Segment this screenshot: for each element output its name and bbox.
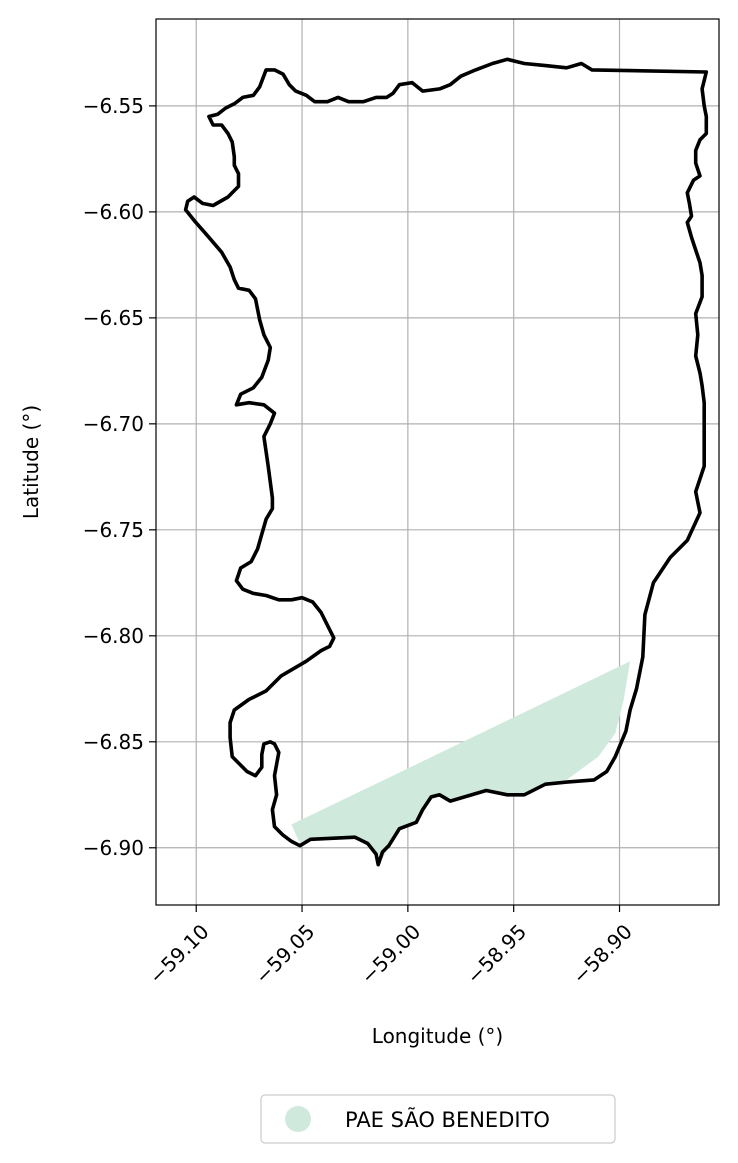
y-tick-label-7: −6.90 xyxy=(83,836,144,860)
map-layers xyxy=(183,57,709,867)
y-tick-label-3: −6.70 xyxy=(83,412,144,436)
x-tick-label-4: −58.90 xyxy=(568,919,637,988)
legend-box xyxy=(260,1094,616,1144)
y-axis-label: Latitude (°) xyxy=(19,405,43,519)
legend-label-pae-sao-benedito: PAE SÃO BENEDITO xyxy=(345,1106,550,1132)
boundary-line-1 xyxy=(183,57,709,867)
y-tick-label-2: −6.65 xyxy=(83,306,144,330)
x-tick-label-2: −59.00 xyxy=(356,919,425,988)
legend-swatch-pae-sao-benedito xyxy=(285,1106,311,1132)
x-tick-label-3: −58.95 xyxy=(462,919,531,988)
y-tick-label-0: −6.55 xyxy=(83,94,144,118)
y-tick-label-5: −6.80 xyxy=(83,624,144,648)
area-polygon-0 xyxy=(291,661,631,859)
axis-ticks: −59.10 −59.05 −59.00 −58.95 −58.90 −6.55 −6.60… xyxy=(83,94,637,989)
y-tick-label-6: −6.85 xyxy=(83,730,144,754)
y-tick-label-4: −6.75 xyxy=(83,518,144,542)
x-tick-label-0: −59.10 xyxy=(144,919,213,988)
x-axis-label: Longitude (°) xyxy=(372,1024,503,1048)
x-tick-label-1: −59.05 xyxy=(250,919,319,988)
grid-lines xyxy=(156,19,719,905)
axes-frame xyxy=(155,18,720,906)
y-tick-label-1: −6.60 xyxy=(83,200,144,224)
legend: PAE SÃO BENEDITO xyxy=(260,1094,616,1144)
